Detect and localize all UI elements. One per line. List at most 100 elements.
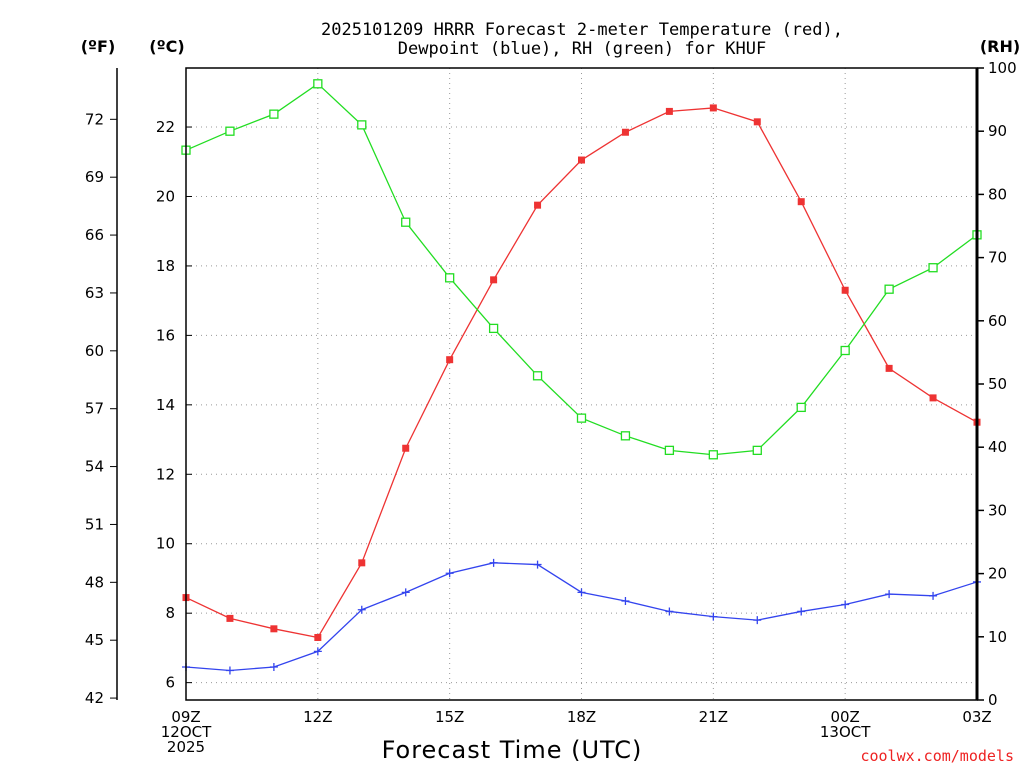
rh-tick-label: 30 — [988, 501, 1007, 519]
temperature-point — [885, 364, 893, 372]
rh-point — [620, 431, 631, 441]
celsius-tick-label: 14 — [156, 396, 175, 414]
celsius-tick-label: 12 — [156, 465, 175, 483]
temperature-point — [490, 276, 498, 284]
fahrenheit-tick-label: 72 — [85, 110, 104, 128]
rh-tick-label: 20 — [988, 565, 1007, 583]
temperature-point — [402, 444, 410, 452]
celsius-tick-label: 8 — [165, 604, 175, 622]
fahrenheit-tick-label: 48 — [85, 573, 104, 591]
celsius-unit-label: (ºC) — [149, 37, 184, 56]
rh-point — [664, 445, 675, 456]
fahrenheit-tick-label: 45 — [85, 631, 104, 649]
fahrenheit-tick-label: 60 — [85, 342, 104, 360]
rh-line — [185, 82, 978, 456]
celsius-tick-label: 10 — [156, 535, 175, 553]
fahrenheit-tick-label: 57 — [85, 400, 104, 418]
fahrenheit-tick-label: 54 — [85, 458, 104, 476]
dewpoint-point — [885, 590, 894, 599]
rh-tick-label: 50 — [988, 375, 1007, 393]
dewpoint-point — [225, 666, 234, 675]
x-tick-label: 13OCT — [820, 723, 871, 741]
dewpoint-point — [665, 607, 674, 616]
temperature-point — [226, 614, 234, 622]
rh-point — [532, 371, 543, 381]
gridlines — [186, 68, 977, 700]
dewpoint-point — [269, 663, 278, 672]
dewpoint-point — [797, 607, 806, 616]
x-tick-label: 09Z — [171, 708, 200, 726]
temperature-point — [621, 128, 629, 136]
rh-tick-label: 40 — [988, 438, 1007, 456]
temperature-point — [709, 104, 717, 112]
dewpoint-point — [577, 588, 586, 597]
temperature-point — [578, 156, 585, 164]
temperature-point — [534, 201, 542, 209]
fahrenheit-tick-label: 51 — [85, 515, 104, 533]
temperature-point — [753, 118, 761, 126]
dewpoint-point — [313, 647, 322, 656]
rh-point — [928, 263, 938, 273]
rh-tick-label: 60 — [988, 312, 1007, 330]
dewpoint-point — [533, 560, 542, 569]
rh-tick-label: 80 — [988, 185, 1007, 203]
rh-point — [269, 109, 279, 119]
rh-tick-label: 10 — [988, 628, 1007, 646]
rh-tick-label: 90 — [988, 122, 1007, 140]
dewpoint-point — [489, 558, 498, 567]
data-series — [181, 79, 982, 675]
celsius-tick-label: 20 — [156, 187, 175, 205]
temperature-point — [446, 356, 454, 364]
rh-point — [225, 126, 235, 136]
x-tick-label: 18Z — [567, 708, 596, 726]
rh-unit-label: (RH) — [980, 37, 1020, 56]
rh-point — [445, 273, 455, 283]
temperature-point — [665, 107, 673, 115]
temperature-point — [358, 559, 366, 567]
rh-point — [752, 445, 762, 456]
celsius-tick-label: 18 — [156, 257, 175, 275]
rh-point — [488, 323, 499, 334]
x-tick-label: 00Z — [830, 708, 859, 726]
rh-tick-label: 100 — [988, 59, 1017, 77]
celsius-tick-label: 16 — [156, 326, 175, 344]
x-tick-label: 03Z — [962, 708, 991, 726]
celsius-tick-label: 6 — [165, 674, 175, 692]
chart-title-line1: 2025101209 HRRR Forecast 2-meter Tempera… — [321, 20, 843, 40]
x-tick-label: 12OCT — [161, 723, 212, 741]
credit-link[interactable]: coolwx.com/models — [860, 747, 1014, 765]
fahrenheit-unit-label: (ºF) — [81, 37, 116, 56]
fahrenheit-tick-label: 66 — [85, 226, 104, 244]
x-tick-label: 21Z — [699, 708, 728, 726]
rh-tick-label: 70 — [988, 249, 1007, 267]
rh-point — [840, 345, 850, 356]
temperature-point — [270, 625, 278, 633]
rh-point — [708, 450, 718, 460]
x-tick-label: 15Z — [435, 708, 464, 726]
dewpoint-point — [357, 605, 366, 614]
celsius-tick-label: 22 — [156, 118, 175, 136]
fahrenheit-tick-label: 63 — [85, 284, 104, 302]
temperature-point — [929, 394, 937, 402]
fahrenheit-tick-label: 69 — [85, 168, 104, 186]
dewpoint-point — [753, 616, 762, 625]
temperature-point — [314, 633, 322, 641]
rh-tick-label: 0 — [988, 691, 998, 709]
x-tick-label: 12Z — [303, 708, 332, 726]
rh-point — [313, 79, 323, 89]
rh-point — [401, 217, 411, 227]
chart-title-line2: Dewpoint (blue), RH (green) for KHUF — [398, 39, 766, 59]
temperature-point — [841, 286, 849, 294]
dewpoint-point — [621, 597, 630, 606]
dewpoint-point — [709, 612, 718, 621]
temperature-point — [797, 198, 805, 206]
rh-point — [884, 284, 894, 294]
rh-point — [796, 402, 806, 413]
rh-point — [357, 120, 367, 130]
dewpoint-point — [401, 588, 410, 597]
rh-point — [576, 413, 587, 423]
x-tick-label: 2025 — [167, 738, 205, 756]
dewpoint-point — [841, 600, 850, 609]
